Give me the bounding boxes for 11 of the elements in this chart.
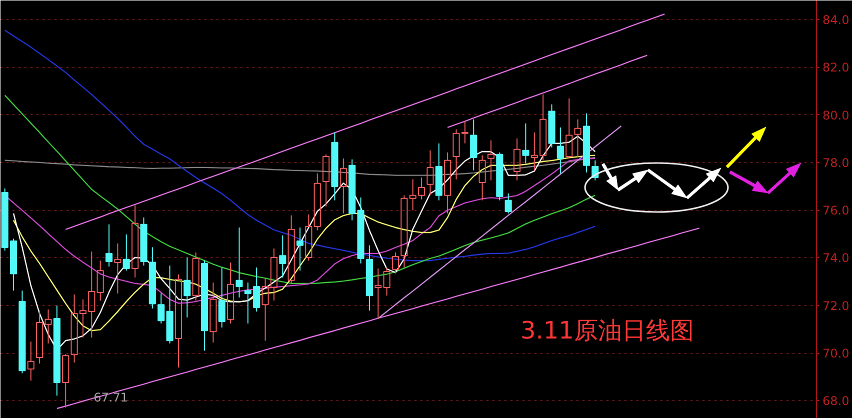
y-tick-label: 68.0	[822, 394, 850, 408]
y-tick-label: 74.0	[822, 251, 850, 266]
y-tick-label: 70.0	[822, 346, 850, 360]
y-tick-label: 80.0	[822, 108, 850, 122]
annotation: 67.71	[94, 390, 128, 405]
y-tick-label: 72.0	[822, 298, 850, 313]
text: 3.11原油日线图	[520, 316, 694, 344]
y-tick-label: 78.0	[822, 156, 850, 170]
y-tick-label: 84.0	[822, 13, 850, 28]
y-tick-label: 82.0	[822, 60, 850, 75]
y-tick-label: 76.0	[822, 204, 850, 218]
